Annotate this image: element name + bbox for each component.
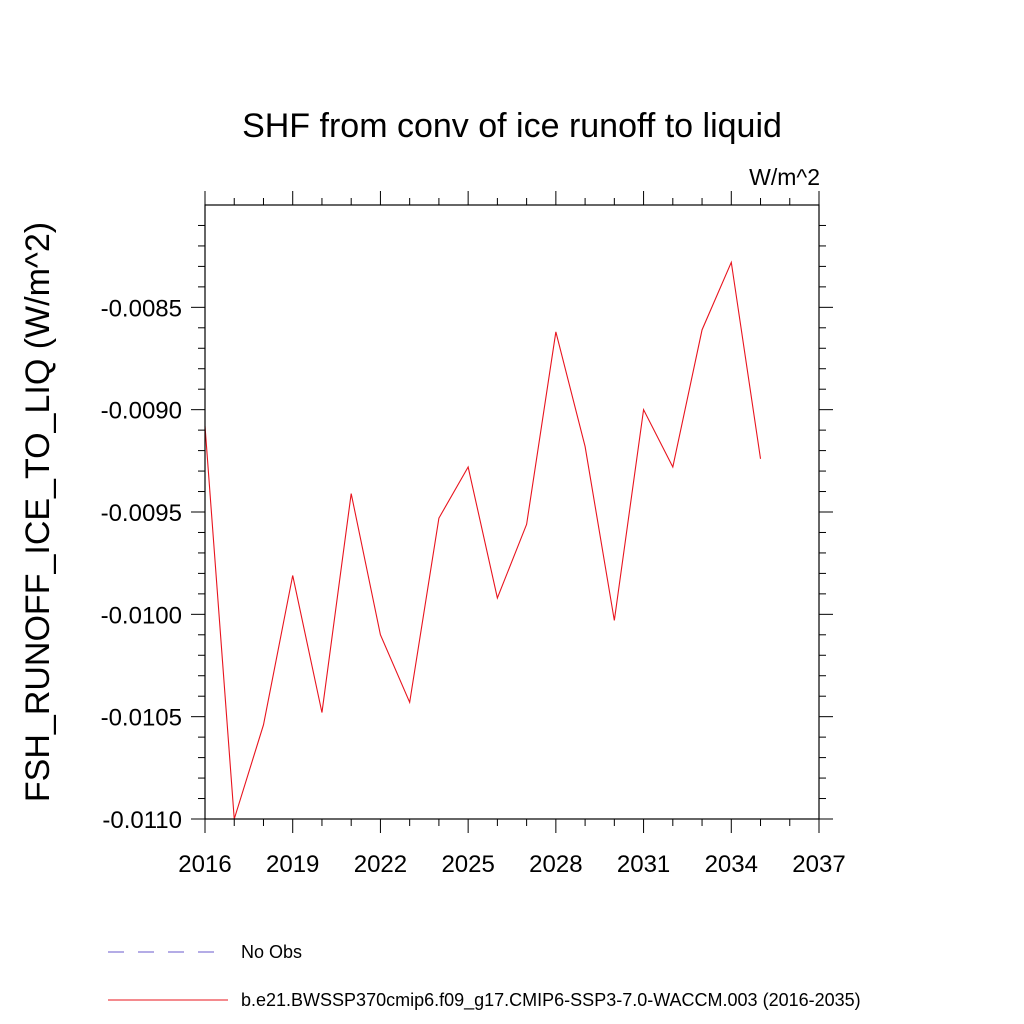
y-tick-label: -0.0110 [102,807,182,834]
x-tick-label: 2034 [705,851,758,878]
plot-frame [204,204,820,820]
x-tick-label: 2025 [441,851,494,878]
axis-ticks [191,191,833,833]
y-tick-label: -0.0100 [101,602,182,629]
units-label: W/m^2 [749,164,820,190]
x-tick-label: 2019 [266,851,319,878]
x-tick-label: 2022 [354,851,407,878]
legend-label: b.e21.BWSSP370cmip6.f09_g17.CMIP6-SSP3-7… [241,990,861,1011]
y-tick-label: -0.0090 [101,398,182,425]
legend: No Obs b.e21.BWSSP370cmip6.f09_g17.CMIP6-… [108,942,861,1011]
series-line [204,260,762,820]
x-tick-label: 2016 [178,851,231,878]
y-axis-label: FSH_RUNOFF_ICE_TO_LIQ (W/m^2) [19,222,57,802]
y-tick-label: -0.0085 [101,295,182,322]
legend-label: No Obs [241,942,302,962]
chart-title: SHF from conv of ice runoff to liquid [242,107,782,145]
tick-labels: 2016 2019 2022 2025 2028 2031 2034 2037 -0.0085 -… [101,295,846,878]
series-group [204,260,762,820]
x-tick-label: 2031 [617,851,670,878]
y-tick-label: -0.0095 [101,500,182,527]
x-tick-label: 2028 [529,851,582,878]
x-tick-label: 2037 [792,851,845,878]
y-tick-label: -0.0105 [101,705,182,732]
